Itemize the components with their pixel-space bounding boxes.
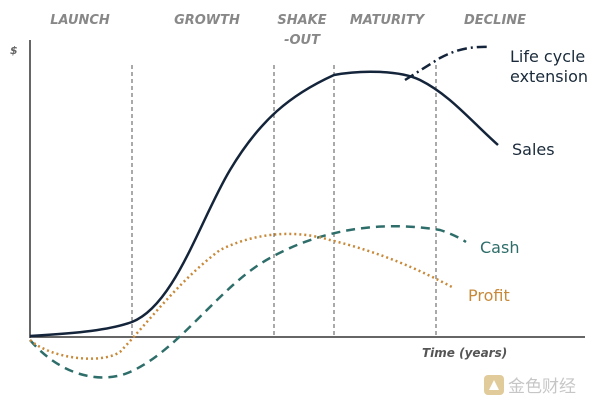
extension-label: extension	[510, 67, 588, 86]
phase-label: -OUT	[284, 33, 321, 48]
phase-label: GROWTH	[174, 13, 240, 28]
y-axis-label: $	[10, 44, 18, 57]
x-axis-label: Time (years)	[422, 346, 507, 360]
svg-text:金色财经: 金色财经	[508, 377, 576, 397]
phase-label: MATURITY	[350, 13, 426, 28]
profit-curve	[29, 232, 453, 360]
phase-label: LAUNCH	[50, 13, 110, 28]
profit-label: Profit	[468, 286, 510, 305]
phase-label: SHAKE	[277, 13, 326, 28]
phase-dividers	[131, 65, 437, 337]
cash-label: Cash	[480, 238, 519, 257]
phase-label: DECLINE	[464, 13, 526, 28]
extension-curve	[404, 45, 491, 82]
extension-label: Life cycle	[510, 47, 585, 66]
sales-label: Sales	[512, 140, 555, 159]
sales-curve	[29, 70, 499, 338]
watermark: 金色财经	[484, 375, 576, 397]
cash-curve	[29, 225, 467, 379]
